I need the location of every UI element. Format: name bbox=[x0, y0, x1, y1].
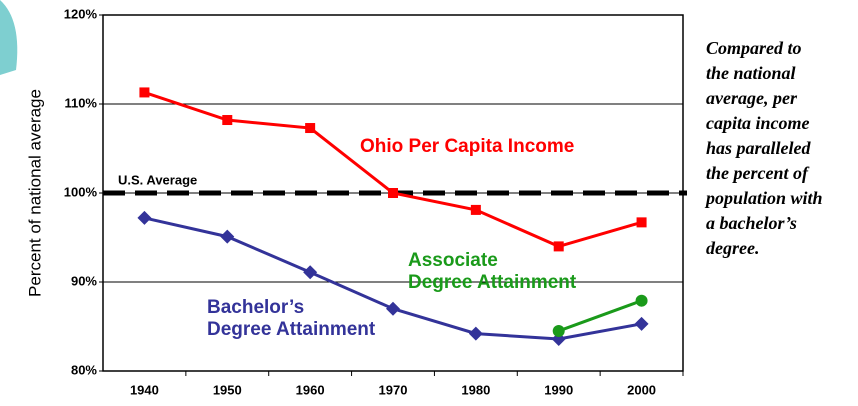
x-tick-label: 1960 bbox=[296, 382, 325, 397]
marker bbox=[139, 87, 150, 98]
y-tick-label: 110% bbox=[64, 95, 97, 110]
marker bbox=[222, 115, 233, 126]
reference-label: U.S. Average bbox=[118, 172, 197, 187]
series-line bbox=[143, 91, 642, 248]
marker bbox=[552, 324, 565, 337]
x-tick-label: 1940 bbox=[130, 382, 159, 397]
marker bbox=[468, 326, 483, 341]
y-tick-label: 100% bbox=[64, 184, 98, 199]
x-tick-label: 2000 bbox=[627, 382, 656, 397]
x-tick-label: 1950 bbox=[213, 382, 242, 397]
series-label: Bachelor’s Degree Attainment bbox=[207, 297, 376, 340]
marker bbox=[137, 210, 152, 225]
marker bbox=[553, 241, 564, 252]
y-axis-label: Percent of national average bbox=[25, 89, 44, 297]
y-tick-label: 120% bbox=[64, 6, 98, 21]
marker bbox=[634, 316, 649, 331]
x-tick-label: 1990 bbox=[544, 382, 573, 397]
y-tick-label: 80% bbox=[71, 362, 97, 377]
marker bbox=[305, 123, 316, 134]
marker bbox=[636, 217, 647, 228]
marker bbox=[635, 294, 648, 307]
marker bbox=[386, 301, 400, 316]
y-tick-label: 90% bbox=[71, 273, 97, 288]
series-label: Associate Degree Attainment bbox=[408, 250, 577, 293]
marker bbox=[220, 229, 235, 244]
x-tick-label: 1970 bbox=[379, 382, 408, 397]
series-label: Ohio Per Capita Income bbox=[360, 136, 575, 157]
decoration bbox=[0, 0, 18, 75]
marker bbox=[303, 265, 318, 280]
annotation: Compared to the national average, per ca… bbox=[706, 38, 823, 258]
marker bbox=[388, 188, 398, 198]
marker bbox=[470, 204, 481, 215]
x-tick-label: 1980 bbox=[461, 382, 490, 397]
series-line bbox=[558, 299, 643, 333]
